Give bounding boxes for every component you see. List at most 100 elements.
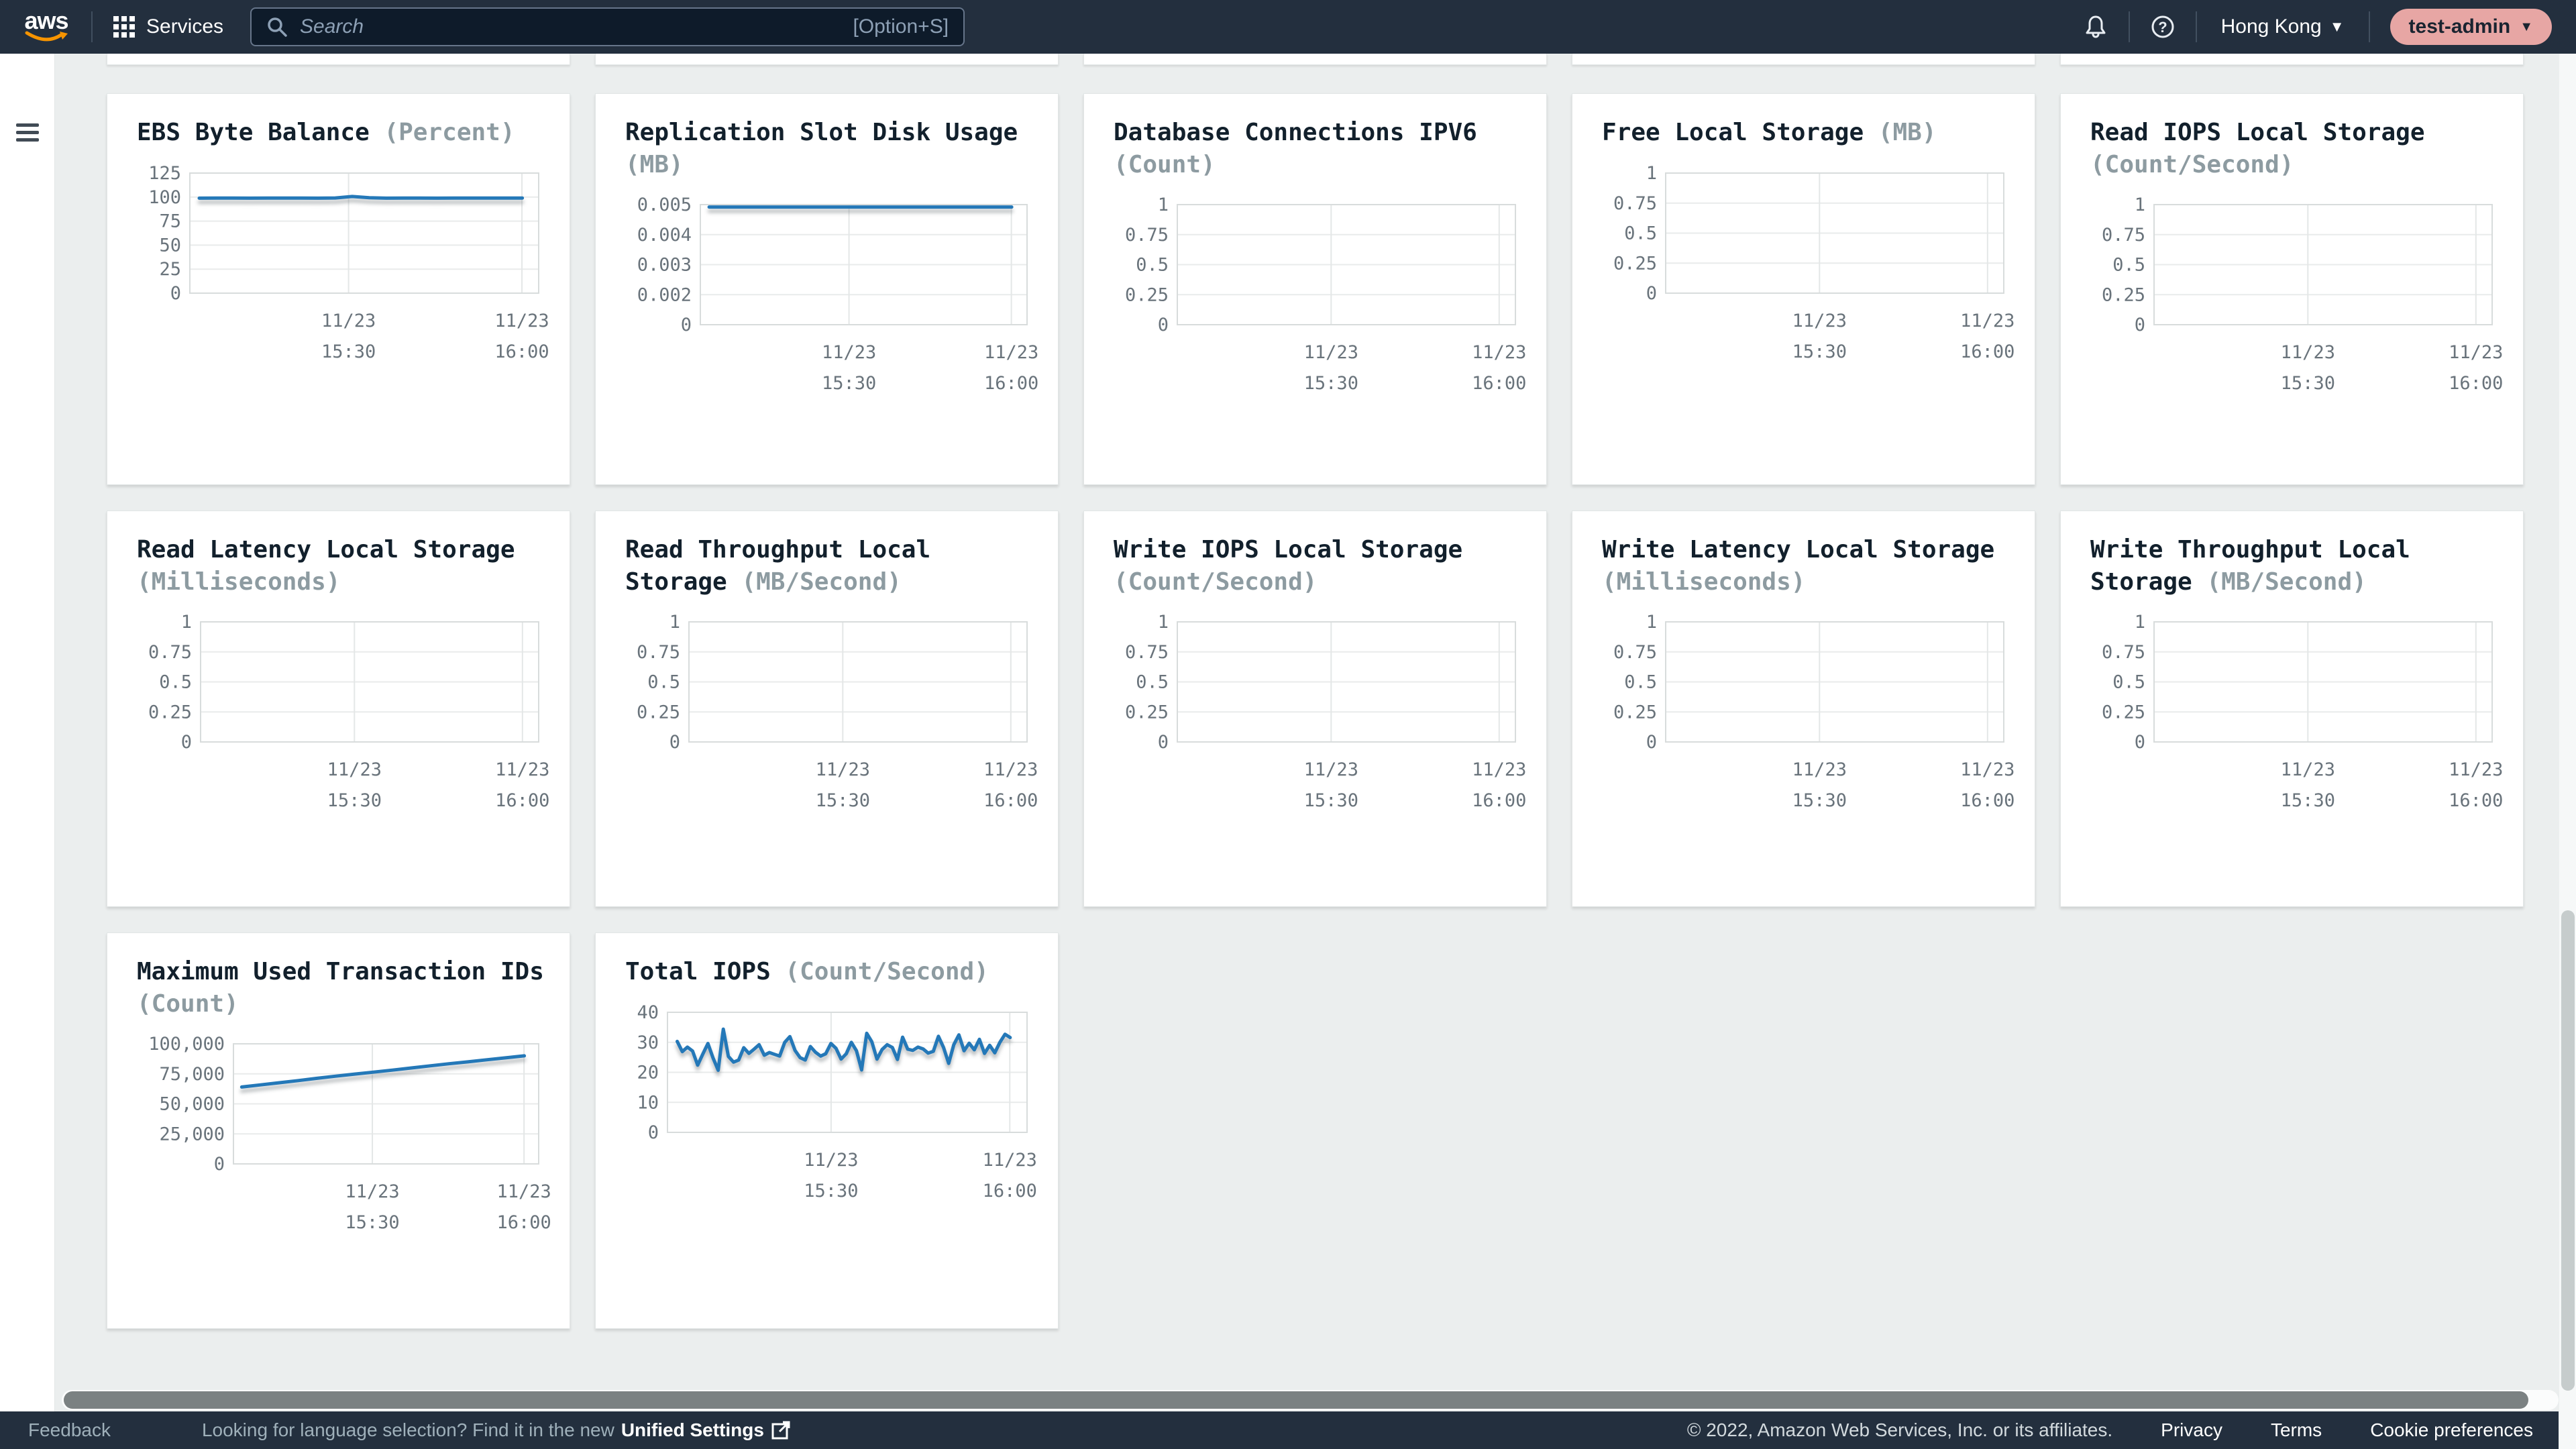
metric-chart: 1 0.75 0.5 0.25 0 11/23 15:30 11/23 16:00 — [1613, 612, 2015, 811]
svg-text:0.75: 0.75 — [148, 642, 192, 663]
metric-chart: 1 0.75 0.5 0.25 0 11/23 15:30 11/23 16:00 — [637, 612, 1038, 811]
svg-text:15:30: 15:30 — [822, 373, 876, 394]
aws-logo[interactable]: aws — [24, 9, 69, 43]
svg-text:11/23: 11/23 — [321, 311, 376, 331]
svg-text:0: 0 — [1158, 732, 1169, 753]
svg-text:11/23: 11/23 — [1304, 759, 1358, 780]
svg-text:0: 0 — [170, 283, 181, 304]
region-selector[interactable]: Hong Kong ▼ — [2217, 15, 2349, 39]
privacy-link[interactable]: Privacy — [2161, 1419, 2222, 1440]
svg-text:0.75: 0.75 — [2102, 225, 2145, 246]
metric-card-title: Read Latency Local Storage (Milliseconds… — [137, 534, 549, 598]
svg-text:16:00: 16:00 — [497, 1212, 551, 1233]
metric-unit-text: (Count/Second) — [770, 958, 989, 985]
terms-link[interactable]: Terms — [2270, 1419, 2322, 1440]
metric-card-title: Total IOPS (Count/Second) — [625, 956, 1038, 988]
svg-text:25: 25 — [159, 259, 181, 280]
svg-text:0: 0 — [1646, 283, 1657, 304]
svg-text:0.75: 0.75 — [1613, 193, 1657, 213]
svg-text:11/23: 11/23 — [2281, 342, 2335, 363]
svg-text:0.5: 0.5 — [2112, 255, 2145, 276]
svg-text:16:00: 16:00 — [494, 341, 549, 362]
metric-unit-text: (Percent) — [369, 119, 515, 146]
svg-text:15:30: 15:30 — [1792, 341, 1847, 362]
services-menu-button[interactable]: Services — [113, 15, 223, 38]
metric-unit-text: (MB/Second) — [727, 568, 902, 596]
metric-title-text: Write IOPS Local Storage — [1114, 536, 1463, 564]
svg-text:11/23: 11/23 — [1960, 311, 2015, 331]
feedback-button[interactable]: Feedback — [24, 1419, 115, 1442]
services-grid-icon — [113, 16, 135, 38]
unified-settings-link[interactable]: Unified Settings — [621, 1419, 791, 1441]
nav-divider — [2368, 11, 2370, 42]
footer-bar: Feedback Looking for language selection?… — [0, 1411, 2576, 1449]
svg-text:11/23: 11/23 — [1304, 342, 1358, 363]
top-navigation-bar: aws Services [Option+S] — [0, 0, 2576, 54]
svg-text:15:30: 15:30 — [804, 1181, 858, 1201]
chevron-down-icon: ▼ — [2520, 19, 2533, 34]
metric-card-read-throughput-local-storage: Read Throughput Local Storage (MB/Second… — [595, 511, 1059, 907]
svg-text:0: 0 — [648, 1122, 659, 1143]
svg-text:0: 0 — [669, 732, 680, 753]
svg-text:0: 0 — [181, 732, 192, 753]
search-icon — [268, 17, 287, 37]
account-menu-button[interactable]: test-admin ▼ — [2390, 9, 2552, 45]
svg-text:75: 75 — [159, 211, 181, 231]
svg-text:16:00: 16:00 — [495, 790, 549, 811]
vertical-scrollbar-thumb[interactable] — [2561, 910, 2575, 1391]
search-input[interactable] — [299, 15, 843, 39]
metric-card-write-latency-local-storage: Write Latency Local Storage (Millisecond… — [1572, 511, 2035, 907]
svg-text:75,000: 75,000 — [159, 1064, 225, 1085]
svg-text:30: 30 — [637, 1032, 659, 1053]
metric-chart: 1 0.75 0.5 0.25 0 11/23 15:30 11/23 16:00 — [1125, 195, 1526, 394]
metric-card-replication-slot-disk-usage: Replication Slot Disk Usage (MB) 0.005 0.0… — [595, 93, 1059, 485]
svg-text:10: 10 — [637, 1092, 659, 1113]
svg-text:15:30: 15:30 — [321, 341, 376, 362]
svg-text:0.5: 0.5 — [647, 672, 680, 693]
clipped-card-row — [107, 54, 2524, 65]
svg-text:16:00: 16:00 — [983, 1181, 1037, 1201]
metric-card-write-throughput-local-storage: Write Throughput Local Storage (MB/Secon… — [2060, 511, 2524, 907]
svg-text:11/23: 11/23 — [495, 759, 549, 780]
svg-text:0.25: 0.25 — [637, 702, 680, 722]
aws-smile-icon — [25, 31, 68, 42]
svg-text:11/23: 11/23 — [983, 759, 1038, 780]
metric-card-title: Maximum Used Transaction IDs (Count) — [137, 956, 549, 1020]
svg-text:0.5: 0.5 — [1136, 255, 1169, 276]
svg-text:11/23: 11/23 — [2281, 759, 2335, 780]
svg-text:1: 1 — [1646, 163, 1657, 184]
notifications-bell-button[interactable] — [2083, 14, 2108, 40]
svg-text:0.5: 0.5 — [1136, 672, 1169, 693]
cookie-preferences-link[interactable]: Cookie preferences — [2370, 1419, 2533, 1440]
horizontal-scrollbar-thumb[interactable] — [64, 1391, 2528, 1409]
metric-unit-text: (MB/Second) — [2192, 568, 2367, 596]
hamburger-menu-button[interactable] — [16, 123, 39, 146]
help-button[interactable]: ? — [2150, 14, 2176, 40]
metric-card-title: Write IOPS Local Storage (Count/Second) — [1114, 534, 1526, 598]
global-search-box[interactable]: [Option+S] — [250, 7, 965, 46]
svg-text:11/23: 11/23 — [494, 311, 549, 331]
metric-unit-text: (Count) — [1114, 150, 1216, 178]
svg-text:16:00: 16:00 — [1960, 790, 2015, 811]
svg-text:20: 20 — [637, 1062, 659, 1083]
account-label: test-admin — [2408, 15, 2511, 38]
metric-card-maximum-used-transaction-ids: Maximum Used Transaction IDs (Count) 100,… — [107, 932, 570, 1329]
metric-chart: 1 0.75 0.5 0.25 0 11/23 15:30 11/23 16:00 — [1613, 163, 2015, 362]
clipped-card — [107, 54, 570, 65]
svg-text:11/23: 11/23 — [816, 759, 870, 780]
metric-title-text: EBS Byte Balance — [137, 119, 370, 146]
metric-unit-text: (Milliseconds) — [137, 568, 341, 596]
external-link-icon — [771, 1421, 790, 1440]
metric-title-text: Read Latency Local Storage — [137, 536, 515, 564]
metrics-row-3: Maximum Used Transaction IDs (Count) 100,… — [107, 932, 1059, 1329]
metric-chart: 1 0.75 0.5 0.25 0 11/23 15:30 11/23 16:00 — [2102, 195, 2503, 394]
svg-text:0: 0 — [1646, 732, 1657, 753]
svg-text:0: 0 — [214, 1154, 225, 1175]
metric-card-title: Write Throughput Local Storage (MB/Secon… — [2090, 534, 2503, 598]
svg-text:0.25: 0.25 — [1613, 253, 1657, 274]
svg-text:0.5: 0.5 — [1624, 223, 1657, 244]
metric-card-title: Replication Slot Disk Usage (MB) — [625, 117, 1038, 180]
metric-card-write-iops-local-storage: Write IOPS Local Storage (Count/Second) 1… — [1083, 511, 1547, 907]
metric-unit-text: (Count/Second) — [2090, 150, 2294, 178]
